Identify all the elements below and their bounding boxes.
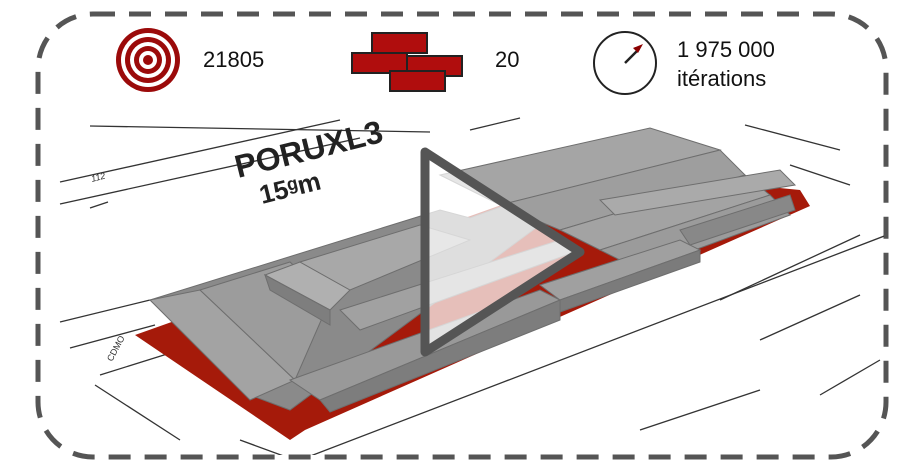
building-massing [148,127,797,413]
bricks-icon [351,32,463,92]
target-icon [116,28,180,92]
blocks-value: 20 [495,47,520,72]
site-plan-lines [59,117,884,455]
iterations-label: itérations [677,66,767,91]
plot-number-label: 112 [90,171,106,184]
gauge-icon [593,31,657,95]
iterations-count: 1 975 000 [677,37,775,62]
score-value: 21805 [203,47,265,72]
play-icon[interactable] [420,147,585,357]
